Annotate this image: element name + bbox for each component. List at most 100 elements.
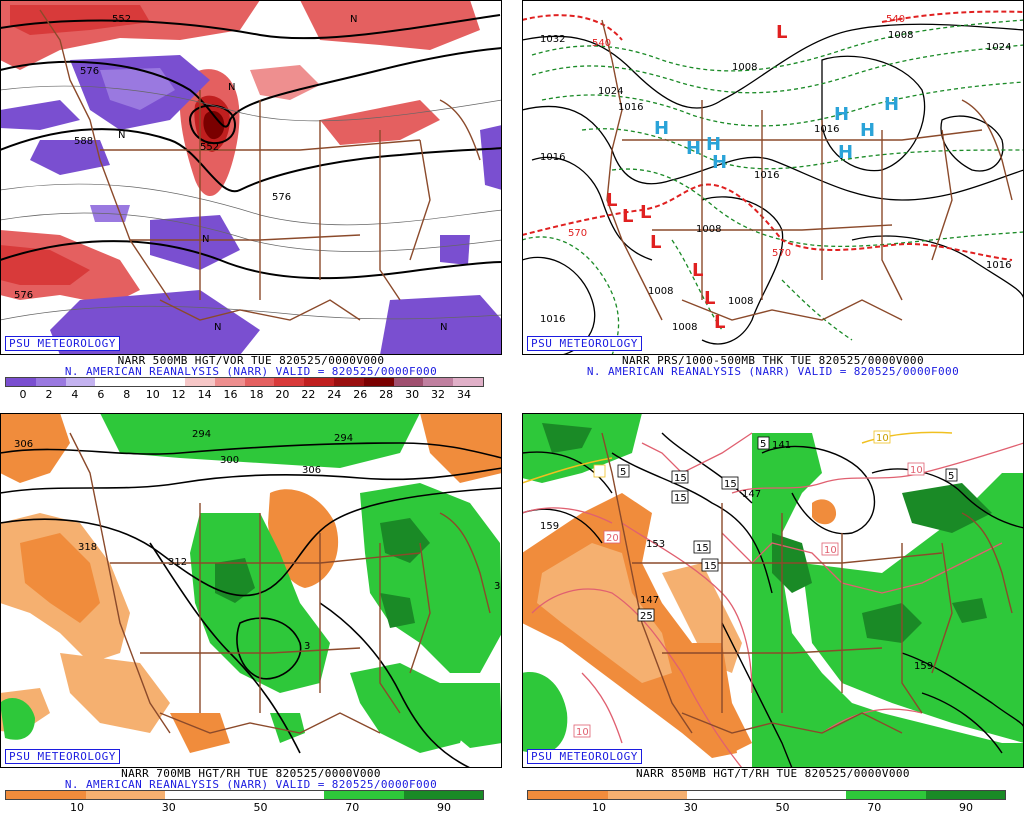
color-scale-tick: 50 — [775, 801, 790, 814]
color-scale-swatch — [453, 378, 483, 386]
color-scale-swatch — [155, 378, 185, 386]
color-scale-tick: 12 — [171, 388, 186, 401]
color-scale-tick: 18 — [249, 388, 264, 401]
color-scale-swatch — [244, 791, 324, 799]
color-scale-swatch — [687, 791, 767, 799]
color-scale-tick: 30 — [405, 388, 420, 401]
color-scale-swatch — [214, 378, 245, 386]
isobar-label: 1008 — [672, 322, 697, 333]
height-label: 153 — [646, 539, 665, 550]
height-label: 147 — [742, 489, 761, 500]
thickness-label: 570 — [772, 248, 791, 259]
height-label: 147 — [640, 595, 659, 606]
high-pressure-marker: H — [686, 138, 701, 159]
color-scale-tick: 2 — [45, 388, 53, 401]
isobar-label: 1008 — [696, 224, 721, 235]
color-scale-tick: 10 — [70, 801, 84, 814]
panel-caption: NARR 850MB HGT/T/RH TUE 820525/0000V000 — [636, 767, 910, 780]
vorticity-min-label: N — [228, 82, 235, 93]
color-scale-swatch — [766, 791, 846, 799]
contour-label: 306 — [14, 439, 33, 450]
vorticity-min-label: N — [202, 234, 209, 245]
temperature-label: 25 — [640, 611, 653, 622]
temperature-label: 20 — [606, 533, 619, 544]
panel-500mb-vorticity: 552 576 588 576 576 552 N N N N N N PSU … — [0, 0, 502, 406]
thickness-label: 540 — [886, 14, 905, 25]
low-pressure-marker: L — [650, 232, 661, 253]
color-scale-ticks: 10 30 50 70 90 — [5, 801, 482, 815]
contour-label: 552 — [112, 14, 131, 25]
color-scale-tick: 10 — [592, 801, 606, 814]
color-scale-tick: 24 — [327, 388, 342, 401]
vorticity-min-label: N — [440, 322, 447, 333]
panel-caption: NARR 700MB HGT/RH TUE 820525/0000V000 — [121, 767, 381, 780]
color-scale-swatch — [184, 378, 215, 386]
contour-label: 300 — [220, 455, 239, 466]
contour-label: 3 — [494, 581, 500, 592]
color-scale-swatch — [6, 791, 86, 799]
contour-label: 294 — [334, 433, 353, 444]
contour-label: 576 — [80, 66, 99, 77]
temperature-label: 5 — [948, 471, 954, 482]
color-scale-ticks: 10 30 50 70 90 — [527, 801, 1004, 815]
color-scale-tick: 30 — [683, 801, 698, 814]
color-scale-bar — [527, 790, 1006, 800]
color-scale-tick: 32 — [431, 388, 446, 401]
color-scale-swatch — [393, 378, 424, 386]
isobar-label: 1016 — [754, 170, 779, 181]
color-scale-tick: 26 — [353, 388, 368, 401]
isobar-label: 1016 — [618, 102, 643, 113]
color-scale-tick: 10 — [145, 388, 160, 401]
color-scale-tick: 6 — [97, 388, 105, 401]
height-label: 159 — [914, 661, 933, 672]
panel-subtitle: N. AMERICAN REANALYSIS (NARR) VALID = 82… — [64, 365, 438, 378]
vorticity-map: 552 576 588 576 576 552 N N N N N N — [0, 0, 502, 355]
low-pressure-marker: L — [606, 190, 617, 211]
contour-label: 588 — [74, 136, 93, 147]
color-scale-ticks: 0 2 4 6 8 10 12 14 16 18 20 22 24 26 28 30 32 34 — [5, 388, 482, 402]
color-scale-tick: 34 — [457, 388, 471, 401]
psu-meteorology-badge: PSU METEOROLOGY — [5, 749, 120, 764]
color-scale-tick: 4 — [71, 388, 79, 401]
high-pressure-marker: H — [838, 142, 853, 163]
contour-label: 576 — [14, 290, 33, 301]
low-pressure-marker: L — [640, 202, 651, 223]
rh-700mb-map: 306 294 300 306 294 318 312 3 3 — [0, 413, 502, 768]
color-scale-swatch — [35, 378, 66, 386]
high-pressure-marker: H — [860, 120, 875, 141]
color-scale-tick: 16 — [223, 388, 238, 401]
panel-pressure-thickness: 1032 1024 1008 1016 1016 1016 1008 1008 … — [522, 0, 1024, 406]
temperature-label: 5 — [760, 439, 766, 450]
temperature-label: 15 — [724, 479, 737, 490]
color-scale-swatch — [528, 791, 608, 799]
color-scale-tick: 22 — [301, 388, 316, 401]
panel-850mb-t-rh: 5 15 15 15 147 159 153 15 15 147 25 159 … — [522, 413, 1024, 819]
thickness-label: 570 — [568, 228, 587, 239]
temperature-label: 5 — [620, 467, 626, 478]
color-scale-swatch — [333, 378, 364, 386]
color-scale-swatch — [363, 378, 394, 386]
color-scale-swatch — [324, 791, 404, 799]
color-scale-swatch — [846, 791, 926, 799]
color-scale-swatch — [165, 791, 245, 799]
color-scale-swatch — [925, 791, 1005, 799]
panel-subtitle: N. AMERICAN REANALYSIS (NARR) VALID = 82… — [586, 365, 960, 378]
color-scale-tick: 0 — [19, 388, 27, 401]
isobar-label: 1032 — [540, 34, 565, 45]
pressure-thickness-map: 1032 1024 1008 1016 1016 1016 1008 1008 … — [522, 0, 1024, 355]
isobar-label: 1016 — [986, 260, 1011, 271]
isobar-label: 1008 — [888, 30, 913, 41]
panel-caption: NARR 500MB HGT/VOR TUE 820525/0000V000 — [117, 354, 385, 367]
low-pressure-marker: L — [776, 22, 787, 43]
isobar-label: 1024 — [598, 86, 623, 97]
psu-meteorology-badge: PSU METEOROLOGY — [527, 336, 642, 351]
color-scale-swatch — [85, 791, 165, 799]
panel-subtitle: N. AMERICAN REANALYSIS (NARR) VALID = 82… — [64, 778, 438, 791]
color-scale-swatch — [6, 378, 36, 386]
contour-label: 318 — [78, 542, 97, 553]
color-scale-tick: 8 — [123, 388, 131, 401]
psu-meteorology-badge: PSU METEOROLOGY — [5, 336, 120, 351]
isobar-label: 1016 — [540, 152, 565, 163]
height-label: 159 — [540, 521, 559, 532]
high-pressure-marker: H — [712, 152, 727, 173]
